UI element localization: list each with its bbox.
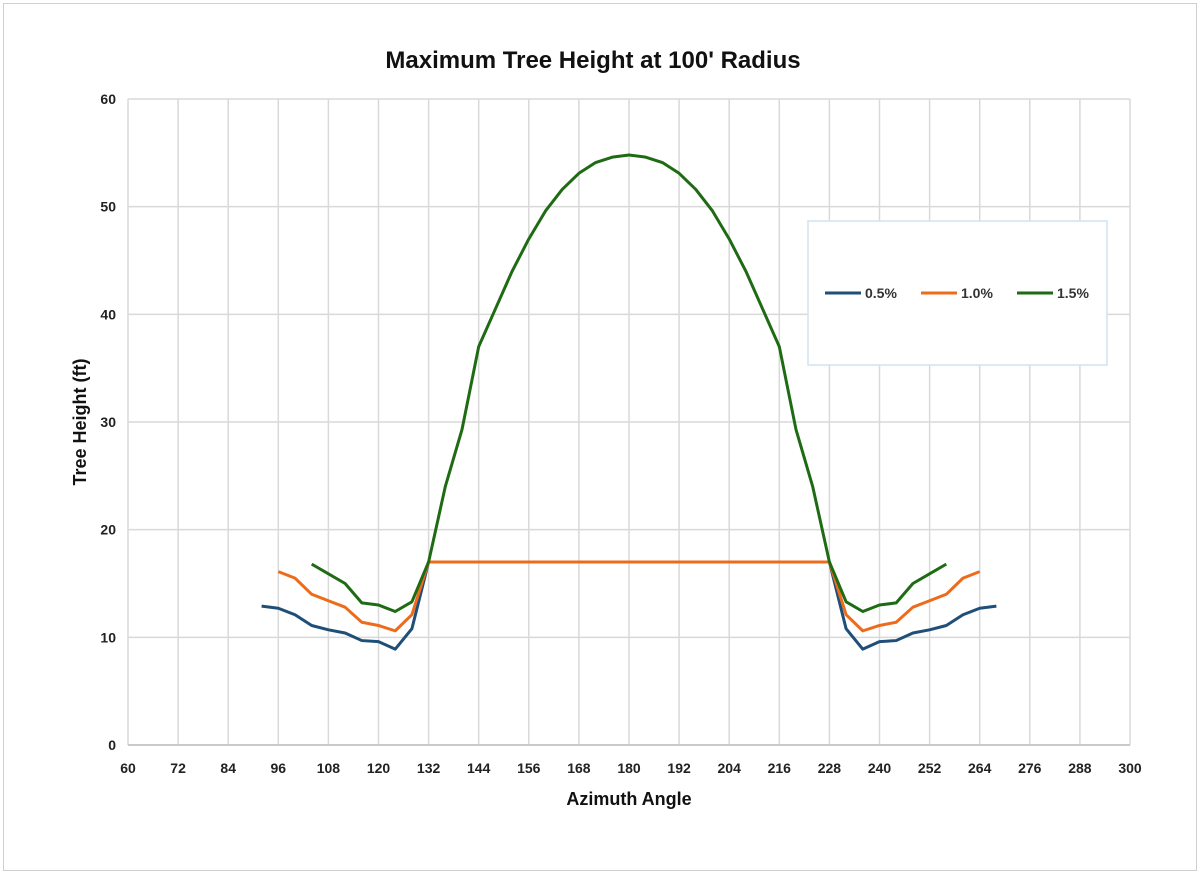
x-tick-label: 108 [317,760,341,776]
x-axis-label: Azimuth Angle [566,789,691,809]
x-tick-label: 120 [367,760,391,776]
series-line-1.0% [277,560,981,633]
x-tick-label: 180 [617,760,641,776]
x-tick-label: 156 [517,760,541,776]
y-tick-label: 60 [100,91,116,107]
y-tick-label: 20 [100,522,116,538]
x-tick-label: 144 [467,760,491,776]
x-tick-label: 252 [918,760,942,776]
x-tick-label: 216 [768,760,792,776]
x-tick-label: 84 [220,760,236,776]
chart-title: Maximum Tree Height at 100' Radius [385,47,800,74]
series-line-1.5% [310,153,948,613]
x-tick-label: 204 [718,760,742,776]
legend-label: 1.5% [1057,285,1089,301]
y-tick-label: 0 [108,737,116,753]
x-tick-label: 60 [120,760,136,776]
y-tick-label: 30 [100,414,116,430]
x-tick-label: 288 [1068,760,1092,776]
x-tick-label: 276 [1018,760,1042,776]
y-axis-label: Tree Height (ft) [70,358,90,485]
legend-label: 0.5% [865,285,897,301]
x-tick-label: 72 [170,760,186,776]
y-tick-label: 50 [100,199,116,215]
x-tick-label: 96 [271,760,287,776]
x-tick-label: 264 [968,760,992,776]
x-tick-label: 228 [818,760,842,776]
x-tick-label: 240 [868,760,892,776]
x-tick-label: 300 [1118,760,1142,776]
x-tick-label: 192 [667,760,691,776]
y-tick-label: 10 [100,629,116,645]
legend-label: 1.0% [961,285,993,301]
y-tick-label: 40 [100,306,116,322]
x-tick-label: 168 [567,760,591,776]
x-tick-label: 132 [417,760,441,776]
chart-frame [3,3,1197,871]
